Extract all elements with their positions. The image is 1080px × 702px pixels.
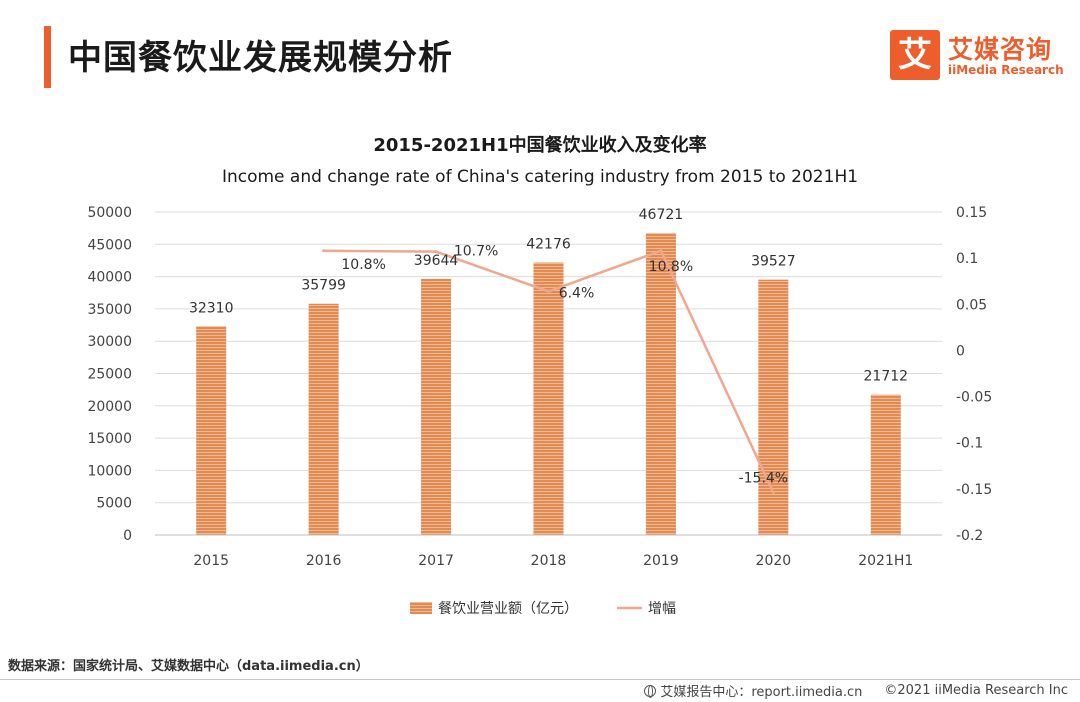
page-title: 中国餐饮业发展规模分析 — [68, 38, 453, 78]
growth-rate-label: 10.8% — [649, 259, 693, 275]
y-left-tick-label: 25000 — [87, 367, 132, 383]
x-tick-label: 2018 — [531, 553, 567, 569]
y-left-tick-label: 45000 — [87, 237, 132, 253]
bar-value-label: 42176 — [526, 237, 571, 253]
bar-value-label: 39644 — [414, 253, 459, 269]
growth-rate-label: 10.8% — [341, 257, 385, 273]
legend-bar-swatch — [410, 602, 432, 614]
y-left-tick-label: 40000 — [87, 270, 132, 286]
report-site-link[interactable]: 艾媒报告中心：report.iimedia.cn — [660, 685, 863, 700]
income-change-chart: 32310 35799 39644 42176 46721 39527 21712 10.8%… — [87, 205, 992, 617]
legend-line-label: 增幅 — [648, 601, 676, 617]
footer-credits: 艾媒报告中心：report.iimedia.cn ©2021 iiMedia R… — [644, 681, 1068, 700]
bar — [645, 233, 676, 535]
data-source-note: 数据来源：国家统计局、艾媒数据中心（data.iimedia.cn） — [8, 659, 369, 674]
chart-title: 2015-2021H1中国餐饮业收入及变化率 — [373, 135, 707, 156]
growth-rate-point — [434, 250, 438, 254]
bar — [533, 262, 564, 535]
y-left-tick-label: 15000 — [87, 431, 132, 447]
y-left-tick-label: 5000 — [96, 496, 132, 512]
y-right-tick-label: -0.2 — [956, 528, 983, 544]
bar-value-label: 39527 — [751, 254, 796, 270]
logo-english-name: iiMedia Research — [948, 63, 1064, 77]
bar — [421, 278, 452, 535]
bar-value-label: 32310 — [189, 300, 234, 316]
growth-rate-label: 6.4% — [559, 285, 595, 301]
y-left-tick-label: 0 — [123, 528, 132, 544]
growth-rate-point — [322, 249, 326, 253]
x-tick-label: 2020 — [756, 553, 792, 569]
logo-mark: 艾 — [890, 30, 940, 80]
growth-rate-label: 10.7% — [454, 244, 498, 260]
chart-subtitle: Income and change rate of China's cateri… — [221, 167, 859, 187]
y-left-tick-label: 20000 — [87, 399, 132, 415]
x-tick-label: 2017 — [418, 553, 454, 569]
y-left-tick-label: 35000 — [87, 302, 132, 318]
y-right-tick-label: 0.1 — [956, 251, 978, 267]
x-tick-label: 2021H1 — [858, 553, 913, 569]
y-left-tick-label: 30000 — [87, 334, 132, 350]
y-left-tick-label: 50000 — [87, 205, 132, 221]
y-right-tick-label: 0 — [956, 343, 965, 359]
bar-value-label: 21712 — [864, 369, 909, 385]
bar — [870, 394, 901, 535]
growth-rate-point — [547, 289, 550, 293]
bar-value-label: 46721 — [639, 207, 684, 223]
y-right-tick-label: -0.15 — [956, 482, 992, 498]
iimedia-logo: 艾 艾媒咨询 iiMedia Research — [890, 30, 1064, 82]
title-accent-bar — [44, 26, 51, 88]
bar — [196, 326, 227, 535]
x-tick-label: 2015 — [193, 553, 229, 569]
growth-rate-point — [659, 249, 663, 253]
y-right-tick-label: -0.1 — [956, 436, 983, 452]
globe-icon — [644, 684, 657, 698]
y-right-tick-label: 0.15 — [956, 205, 987, 221]
legend-bar-label: 餐饮业营业额（亿元） — [438, 601, 578, 617]
y-right-tick-label: -0.05 — [956, 390, 992, 406]
y-right-tick-label: 0.05 — [956, 297, 987, 313]
bar — [758, 279, 789, 535]
copyright-text: ©2021 iiMedia Research Inc — [884, 683, 1068, 698]
bar-value-label: 35799 — [301, 278, 346, 294]
y-left-tick-label: 10000 — [87, 463, 132, 479]
logo-chinese-name: 艾媒咨询 — [948, 35, 1053, 64]
x-tick-label: 2016 — [306, 553, 342, 569]
x-tick-label: 2019 — [643, 553, 679, 569]
growth-rate-point — [771, 491, 775, 495]
bar — [308, 303, 339, 535]
growth-rate-label: -15.4% — [739, 471, 789, 487]
footer-divider — [0, 679, 1080, 680]
